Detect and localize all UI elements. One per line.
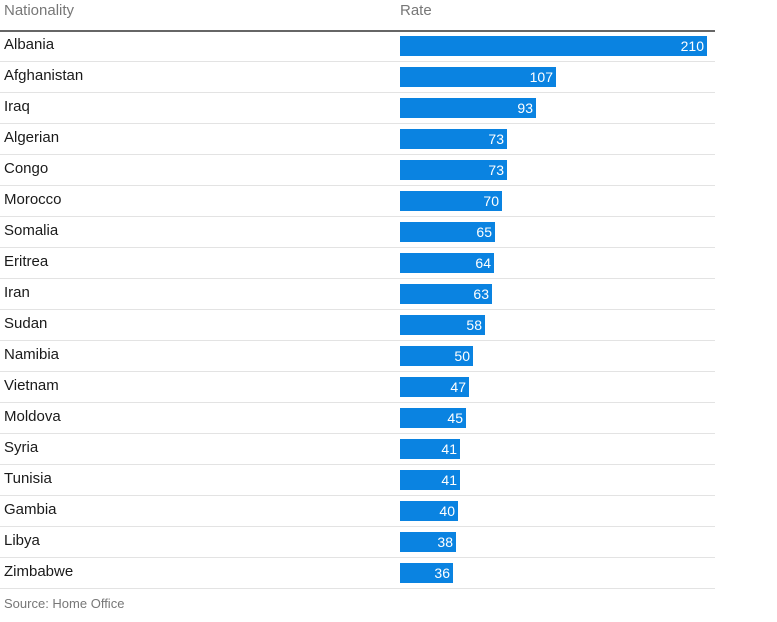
bar-value-label: 73 <box>488 131 504 147</box>
bar: 40 <box>400 501 458 521</box>
bar-value-label: 38 <box>437 534 453 550</box>
category-label: Gambia <box>4 501 57 518</box>
bar: 45 <box>400 408 466 428</box>
bar-value-label: 58 <box>466 317 482 333</box>
nationality-column-header: Nationality <box>4 2 75 19</box>
bar: 58 <box>400 315 485 335</box>
bar: 38 <box>400 532 456 552</box>
bar-value-label: 73 <box>488 162 504 178</box>
category-label: Vietnam <box>4 377 59 394</box>
bar: 50 <box>400 346 473 366</box>
bar-value-label: 70 <box>483 193 499 209</box>
category-label: Namibia <box>4 346 60 363</box>
table-row: Afghanistan 107 <box>0 62 715 93</box>
bar: 36 <box>400 563 453 583</box>
category-label: Iran <box>4 284 30 301</box>
category-label: Eritrea <box>4 253 49 270</box>
table-row: Zimbabwe 36 <box>0 558 715 589</box>
bar-value-label: 107 <box>529 69 553 85</box>
table-row: Somalia 65 <box>0 217 715 248</box>
bar: 73 <box>400 160 507 180</box>
table-row: Eritrea 64 <box>0 248 715 279</box>
category-label: Algerian <box>4 129 60 146</box>
chart-rows: Albania 210 Afghanistan 107 Iraq 93 Algerian 73… <box>0 31 715 589</box>
table-row: Gambia 40 <box>0 496 715 527</box>
table-row: Tunisia 41 <box>0 465 715 496</box>
table-row: Albania 210 <box>0 31 715 62</box>
table-row: Algerian 73 <box>0 124 715 155</box>
bar: 41 <box>400 470 460 490</box>
bar: 107 <box>400 67 556 87</box>
bar-value-label: 36 <box>434 565 450 581</box>
category-label: Morocco <box>4 191 62 208</box>
bar: 70 <box>400 191 502 211</box>
table-row: Namibia 50 <box>0 341 715 372</box>
category-label: Moldova <box>4 408 61 425</box>
bar-value-label: 93 <box>517 100 533 116</box>
bar-value-label: 50 <box>454 348 470 364</box>
bar-value-label: 45 <box>447 410 463 426</box>
table-row: Iraq 93 <box>0 93 715 124</box>
category-label: Zimbabwe <box>4 563 74 580</box>
table-row: Iran 63 <box>0 279 715 310</box>
table-row: Libya 38 <box>0 527 715 558</box>
category-label: Syria <box>4 439 39 456</box>
bar-value-label: 65 <box>476 224 492 240</box>
category-label: Somalia <box>4 222 59 239</box>
bar-value-label: 210 <box>680 38 704 54</box>
bar-value-label: 47 <box>450 379 466 395</box>
bar: 93 <box>400 98 536 118</box>
source-note: Source: Home Office <box>4 596 125 611</box>
bar: 73 <box>400 129 507 149</box>
category-label: Afghanistan <box>4 67 84 84</box>
table-row: Vietnam 47 <box>0 372 715 403</box>
bar-value-label: 63 <box>473 286 489 302</box>
category-label: Tunisia <box>4 470 52 487</box>
bar-value-label: 41 <box>441 441 457 457</box>
category-label: Libya <box>4 532 40 549</box>
table-row: Moldova 45 <box>0 403 715 434</box>
table-row: Sudan 58 <box>0 310 715 341</box>
bar-value-label: 40 <box>439 503 455 519</box>
rate-column-header: Rate <box>400 2 432 19</box>
table-row: Congo 73 <box>0 155 715 186</box>
bar: 41 <box>400 439 460 459</box>
bar: 210 <box>400 36 707 56</box>
table-row: Morocco 70 <box>0 186 715 217</box>
category-label: Albania <box>4 36 55 53</box>
bar: 63 <box>400 284 492 304</box>
table-row: Syria 41 <box>0 434 715 465</box>
category-label: Congo <box>4 160 49 177</box>
table-header: Nationality Rate <box>0 0 715 32</box>
bar: 65 <box>400 222 495 242</box>
category-label: Iraq <box>4 98 30 115</box>
category-label: Sudan <box>4 315 48 332</box>
bar-value-label: 64 <box>475 255 491 271</box>
bar-value-label: 41 <box>441 472 457 488</box>
bar: 47 <box>400 377 469 397</box>
bar: 64 <box>400 253 494 273</box>
